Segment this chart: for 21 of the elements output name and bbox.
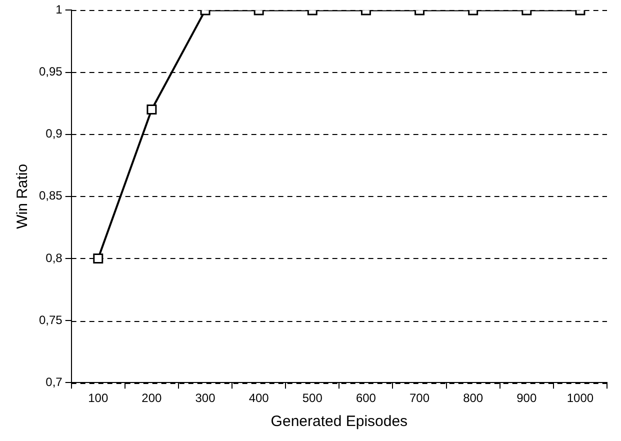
y-tick-label: 1 [56, 2, 63, 17]
y-tick-label: 0,8 [46, 250, 63, 265]
x-tick-label: 700 [410, 391, 430, 406]
y-tick-label: 0,7 [46, 374, 63, 389]
x-tick-label: 800 [463, 391, 484, 406]
x-tick-label: 900 [516, 391, 537, 406]
y-tick-label: 0,95 [38, 64, 63, 79]
x-tick-label: 1000 [566, 391, 594, 406]
point [93, 253, 104, 264]
x-tick-label: 100 [88, 391, 108, 406]
point [146, 104, 157, 114]
y-tick-label: 0,9 [46, 126, 63, 141]
x-axis-title: Generated Episodes [270, 413, 408, 430]
x-tick-label: 500 [302, 391, 323, 406]
x-tick-label: 300 [195, 391, 216, 406]
x-tick-label: 600 [356, 391, 376, 406]
x-tick-label: 400 [248, 391, 270, 406]
x-tick-label: 200 [142, 391, 162, 406]
y-axis-title: Win Ratio [14, 164, 32, 229]
y-tick-label: 0,75 [38, 312, 63, 327]
y-tick-label: 0,85 [38, 188, 63, 203]
